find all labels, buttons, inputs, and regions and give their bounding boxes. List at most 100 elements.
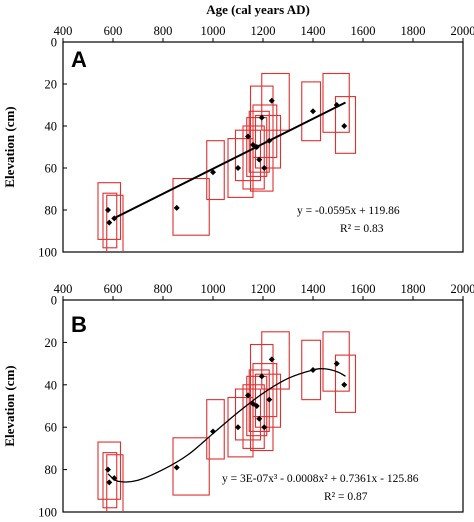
y-tick-label: 80 xyxy=(45,204,58,218)
data-point xyxy=(341,381,348,388)
error-box xyxy=(322,331,350,392)
x-tick-label: 1000 xyxy=(201,24,226,38)
y-tick-label: 60 xyxy=(45,421,58,435)
regression-curve xyxy=(107,368,346,483)
x-tick-label: 800 xyxy=(154,282,173,296)
y-tick-label: 0 xyxy=(51,36,57,50)
panel-label-a: A xyxy=(71,47,87,72)
error-box xyxy=(106,194,124,252)
data-point xyxy=(268,356,275,363)
data-point xyxy=(111,475,118,482)
x-tick-label: 400 xyxy=(54,24,73,38)
top-axis-title: Age (cal years AD) xyxy=(206,2,310,17)
data-points-b xyxy=(105,356,348,486)
data-point xyxy=(268,97,275,104)
fit-curve-b xyxy=(107,368,346,483)
y-tick-label: 40 xyxy=(45,378,58,392)
data-point xyxy=(258,373,265,380)
error-box xyxy=(206,399,225,460)
panel-label-b: B xyxy=(71,312,87,337)
error-box xyxy=(252,104,278,159)
data-point xyxy=(105,207,111,213)
error-box xyxy=(334,354,357,413)
data-point xyxy=(258,114,265,121)
data-point xyxy=(106,219,113,226)
data-point xyxy=(310,108,316,115)
x-tick-label: 1800 xyxy=(401,24,426,38)
panel-b: 400 600 800 1000 1200 1400 1600 1800 2000 0 20 40 6… xyxy=(2,282,474,520)
x-tick-label: 1000 xyxy=(201,282,226,296)
error-boxes-a xyxy=(97,72,357,252)
data-point xyxy=(261,165,268,171)
y-tick-label: 0 xyxy=(51,294,57,308)
data-point xyxy=(105,466,111,473)
x-tick-label: 800 xyxy=(154,24,173,38)
y-tick-label: 100 xyxy=(38,506,57,520)
data-point xyxy=(256,415,263,422)
error-box xyxy=(334,96,357,154)
data-point xyxy=(341,123,348,129)
x-tick-label: 1200 xyxy=(251,24,276,38)
data-point xyxy=(333,360,340,367)
error-box xyxy=(254,373,282,428)
x-ticks-b: 400 600 800 1000 1200 1400 1600 1800 2000 xyxy=(54,282,474,300)
error-box xyxy=(322,72,350,133)
data-point xyxy=(245,133,251,140)
y-axis-title-a: Elevation (cm) xyxy=(2,106,17,187)
equation-a: y = -0.0595x + 119.86 xyxy=(297,205,400,217)
y-ticks-a: 0 20 40 60 80 100 xyxy=(38,36,67,260)
error-box xyxy=(172,437,210,496)
data-point xyxy=(256,156,263,163)
error-boxes-b xyxy=(97,331,357,512)
error-box xyxy=(97,182,122,240)
y-ticks-b: 0 20 40 60 80 100 xyxy=(38,294,67,520)
x-tick-label: 600 xyxy=(104,24,123,38)
y-axis-title-b: Elevation (cm) xyxy=(2,365,17,446)
r-squared-b: R² = 0.87 xyxy=(324,491,368,503)
data-point xyxy=(173,464,180,471)
error-box xyxy=(246,117,268,177)
data-point xyxy=(261,424,268,431)
x-tick-label: 1400 xyxy=(301,24,326,38)
data-point xyxy=(266,396,273,403)
error-box xyxy=(261,331,290,390)
error-box xyxy=(172,177,210,236)
data-point xyxy=(253,403,260,409)
x-ticks-a: 400 600 800 1000 1200 1400 1600 1800 2000 xyxy=(54,24,474,42)
y-tick-label: 20 xyxy=(45,78,58,92)
data-point xyxy=(235,165,241,171)
x-tick-label: 1600 xyxy=(351,24,376,38)
panel-a: 400 600 800 1000 1200 1400 1600 1800 2000 0 20 40 6… xyxy=(2,24,474,260)
fit-line-a xyxy=(112,101,346,220)
data-point xyxy=(210,169,216,176)
regression-line xyxy=(112,101,346,220)
data-point xyxy=(173,204,180,211)
x-tick-label: 1800 xyxy=(401,282,426,296)
y-tick-label: 80 xyxy=(45,463,58,477)
error-box xyxy=(97,441,122,500)
error-box xyxy=(106,454,124,512)
error-box xyxy=(252,363,278,418)
error-box xyxy=(261,72,290,131)
x-tick-label: 1600 xyxy=(351,282,376,296)
r-squared-a: R² = 0.83 xyxy=(340,223,384,235)
error-box xyxy=(227,396,254,458)
x-tick-label: 600 xyxy=(104,282,123,296)
equation-b: y = 3E-07x³ - 0.0008x² + 0.7361x - 125.8… xyxy=(222,473,419,485)
error-box xyxy=(301,81,322,142)
data-point xyxy=(106,479,113,486)
y-tick-label: 20 xyxy=(45,336,58,350)
data-point xyxy=(245,392,251,399)
error-box xyxy=(206,140,225,201)
error-box xyxy=(254,114,282,169)
x-tick-label: 1400 xyxy=(301,282,326,296)
x-tick-label: 1200 xyxy=(251,282,276,296)
x-tick-label: 400 xyxy=(54,282,73,296)
error-box xyxy=(227,138,254,198)
error-box xyxy=(301,339,322,401)
y-tick-label: 40 xyxy=(45,120,58,134)
error-box xyxy=(102,192,118,249)
x-tick-label: 2000 xyxy=(451,282,474,296)
x-tick-label: 2000 xyxy=(451,24,474,38)
